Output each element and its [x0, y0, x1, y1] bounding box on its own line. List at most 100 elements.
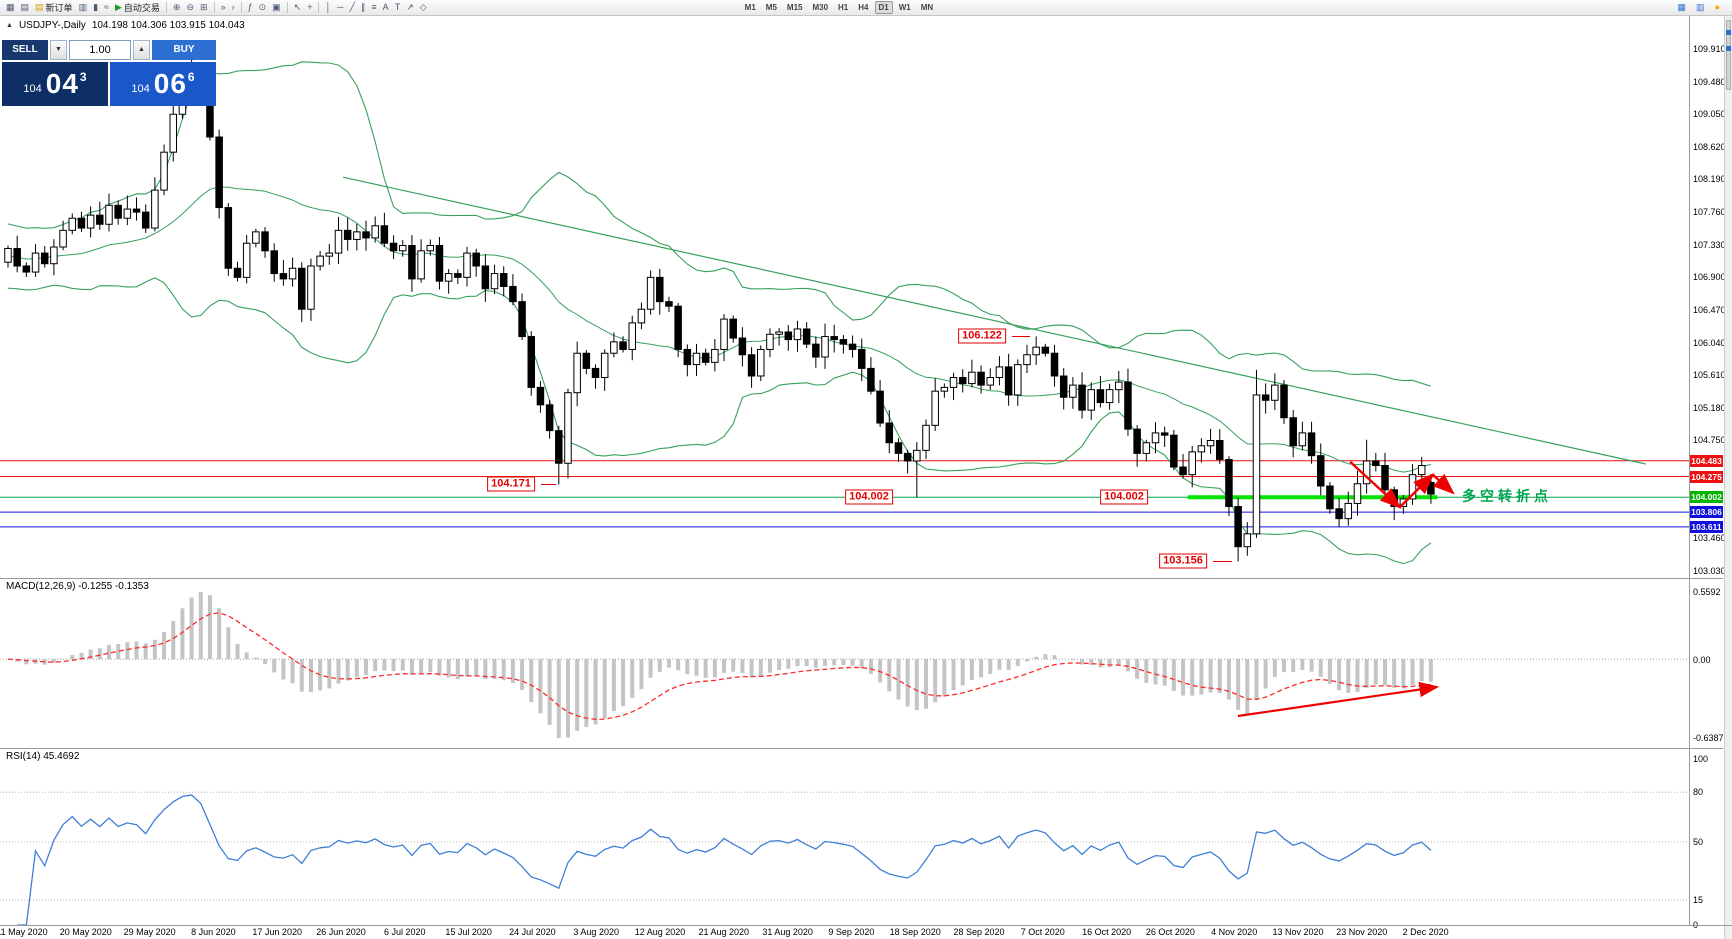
rsi-scale-tick: 100 [1693, 754, 1709, 764]
date-label: 3 Aug 2020 [573, 927, 619, 937]
price-tick: 104.750 [1693, 435, 1726, 446]
date-label: 28 Sep 2020 [953, 927, 1005, 937]
date-label: 18 Sep 2020 [889, 927, 941, 937]
time-axis[interactable]: 11 May 2020 20 May 2020 29 May 2020 8 Jun 2… [0, 926, 1689, 939]
price-callout-label: 104.002 [845, 489, 893, 505]
price-tick: 107.760 [1693, 207, 1726, 218]
macd-panel-separator[interactable] [0, 578, 1723, 579]
market-watch-icon: ▥ [1696, 2, 1705, 12]
vertical-line-icon: │ [325, 2, 332, 12]
timeframe-m15-button[interactable]: M15 [786, 3, 803, 12]
main-toolbar: ▦ ▤ ▤ 新订单 ▥ ▮ ≈ ▶ 自动交易 ⊕ ⊖ ⊞» › ƒ ⊙ ▣ ↖ + │ ─ ╱ ∥ ≡ A T ↗ ◇ M1 M5 M1… [0, 0, 1732, 16]
sell-price-prefix: 104 [23, 83, 42, 95]
chart-bars-icon[interactable]: ▥ [76, 1, 91, 14]
new-order-button[interactable]: ▤ 新订单 [32, 1, 76, 14]
date-label: 15 Jul 2020 [445, 927, 492, 937]
timeframe-h1-button[interactable]: H1 [838, 3, 849, 12]
auto-scroll-icon: » [220, 2, 226, 12]
rsi-scale-tick: 15 [1693, 895, 1704, 906]
zoom-out-icon[interactable]: ⊖ [183, 1, 197, 14]
timeframe-m30-button[interactable]: M30 [812, 3, 829, 12]
rsi-canvas[interactable] [0, 748, 1689, 925]
text-icon[interactable]: A [380, 1, 392, 14]
market-watch-icon[interactable]: ▥ [1693, 1, 1708, 14]
timeframe-m5-button[interactable]: M5 [765, 3, 777, 12]
arrow-tool-icon[interactable]: ↗ [403, 1, 417, 14]
rsi-indicator-label: RSI(14) 45.4692 [6, 751, 80, 762]
scrollbar-dot-icon [1726, 46, 1731, 51]
horizontal-line-icon[interactable]: ─ [334, 1, 346, 14]
one-click-trading-widget: SELL ▼ ▲ BUY 104 04 3 104 06 6 [2, 40, 216, 106]
timeframe-w1-button[interactable]: W1 [898, 3, 911, 12]
alert-icon[interactable]: ● [1712, 1, 1723, 14]
rsi-panel-separator[interactable] [0, 748, 1723, 749]
date-label: 9 Sep 2020 [828, 927, 875, 937]
crosshair-icon[interactable]: + [304, 1, 315, 14]
new-order-icon: ▤ [35, 2, 44, 12]
indicators-icon[interactable]: ƒ [245, 1, 256, 14]
time-axis-separator [0, 925, 1732, 926]
scrollbar-thumb[interactable] [1726, 20, 1731, 90]
buy-button[interactable]: BUY [152, 40, 216, 60]
ohlc-values: 104.198 104.306 103.915 104.043 [91, 20, 245, 31]
auto-scroll-icon[interactable]: » [218, 1, 229, 14]
cursor-icon[interactable]: ↖ [291, 1, 305, 14]
toolbar-separator [286, 2, 288, 13]
tile-windows-icon[interactable]: ⊞ [197, 1, 211, 14]
rsi-scale-tick: 80 [1693, 787, 1704, 798]
templates-icon[interactable]: ▣ [269, 1, 284, 14]
date-label: 7 Oct 2020 [1020, 927, 1065, 937]
periods-icon[interactable]: ⊙ [256, 1, 270, 14]
price-tick: 106.040 [1693, 337, 1726, 348]
sell-price-display[interactable]: 104 04 3 [2, 62, 108, 106]
price-scale[interactable]: 109.910 109.480 109.050 108.620 108.190 107.7… [1690, 16, 1726, 930]
volume-increase-button[interactable]: ▲ [133, 40, 150, 60]
price-tick: 106.900 [1693, 272, 1726, 283]
arrow-tool-icon: ↗ [406, 2, 414, 12]
date-label: 12 Aug 2020 [634, 927, 686, 937]
profiles-icon[interactable]: ▤ [18, 1, 33, 14]
chart-annotation-text: 多空转折点 [1462, 488, 1552, 504]
new-order-button-label: 新订单 [45, 3, 73, 13]
buy-price-display[interactable]: 104 06 6 [110, 62, 216, 106]
charts-window-icon[interactable]: ▦ [3, 1, 18, 14]
macd-indicator-label: MACD(12,26,9) -0.1255 -0.1353 [6, 581, 149, 592]
channel-icon[interactable]: ∥ [358, 1, 369, 14]
autotrading-button[interactable]: ▶ 自动交易 [112, 1, 163, 14]
chart-grid-icon: ▦ [1677, 2, 1687, 12]
fibonacci-icon[interactable]: ≡ [368, 1, 379, 14]
volume-decrease-button[interactable]: ▼ [50, 40, 67, 60]
trendline-icon[interactable]: ╱ [346, 1, 357, 14]
timeframe-d1-button[interactable]: D1 [874, 1, 893, 14]
scrollbar[interactable] [1724, 16, 1732, 939]
chart-candles-icon: ▮ [93, 2, 99, 12]
chart-bars-icon: ▥ [78, 2, 88, 12]
price-chart-canvas[interactable] [0, 16, 1689, 578]
callout-line [541, 484, 556, 486]
periods-icon: ⊙ [258, 2, 267, 12]
sell-button[interactable]: SELL [2, 40, 48, 60]
chart-candles-icon[interactable]: ▮ [90, 1, 101, 14]
date-label: 23 Nov 2020 [1336, 927, 1388, 937]
chart-title-line: ▲ USDJPY-,Daily 104.198 104.306 103.915 … [6, 20, 245, 31]
autotrading-button-label: 自动交易 [123, 3, 160, 13]
chart-shift-icon[interactable]: › [229, 1, 238, 14]
timeframe-h4-button[interactable]: H4 [858, 3, 869, 12]
price-scale-separator [1689, 16, 1690, 925]
trendline-icon: ╱ [349, 2, 355, 12]
timeframe-m1-button[interactable]: M1 [744, 3, 756, 12]
date-label: 17 Jun 2020 [252, 927, 302, 937]
shapes-icon[interactable]: ◇ [417, 1, 430, 14]
shapes-icon: ◇ [419, 2, 427, 12]
price-callout-label: 104.171 [487, 476, 535, 492]
chart-grid-icon[interactable]: ▦ [1675, 1, 1690, 14]
zoom-in-icon: ⊕ [172, 2, 181, 12]
chart-line-icon[interactable]: ≈ [101, 1, 112, 14]
volume-input[interactable] [69, 40, 131, 60]
label-icon[interactable]: T [392, 1, 404, 14]
price-callout-label: 103.156 [1159, 553, 1207, 569]
timeframe-mn-button[interactable]: MN [920, 3, 934, 12]
macd-canvas[interactable] [0, 578, 1689, 748]
zoom-in-icon[interactable]: ⊕ [170, 1, 184, 14]
vertical-line-icon[interactable]: │ [322, 1, 334, 14]
